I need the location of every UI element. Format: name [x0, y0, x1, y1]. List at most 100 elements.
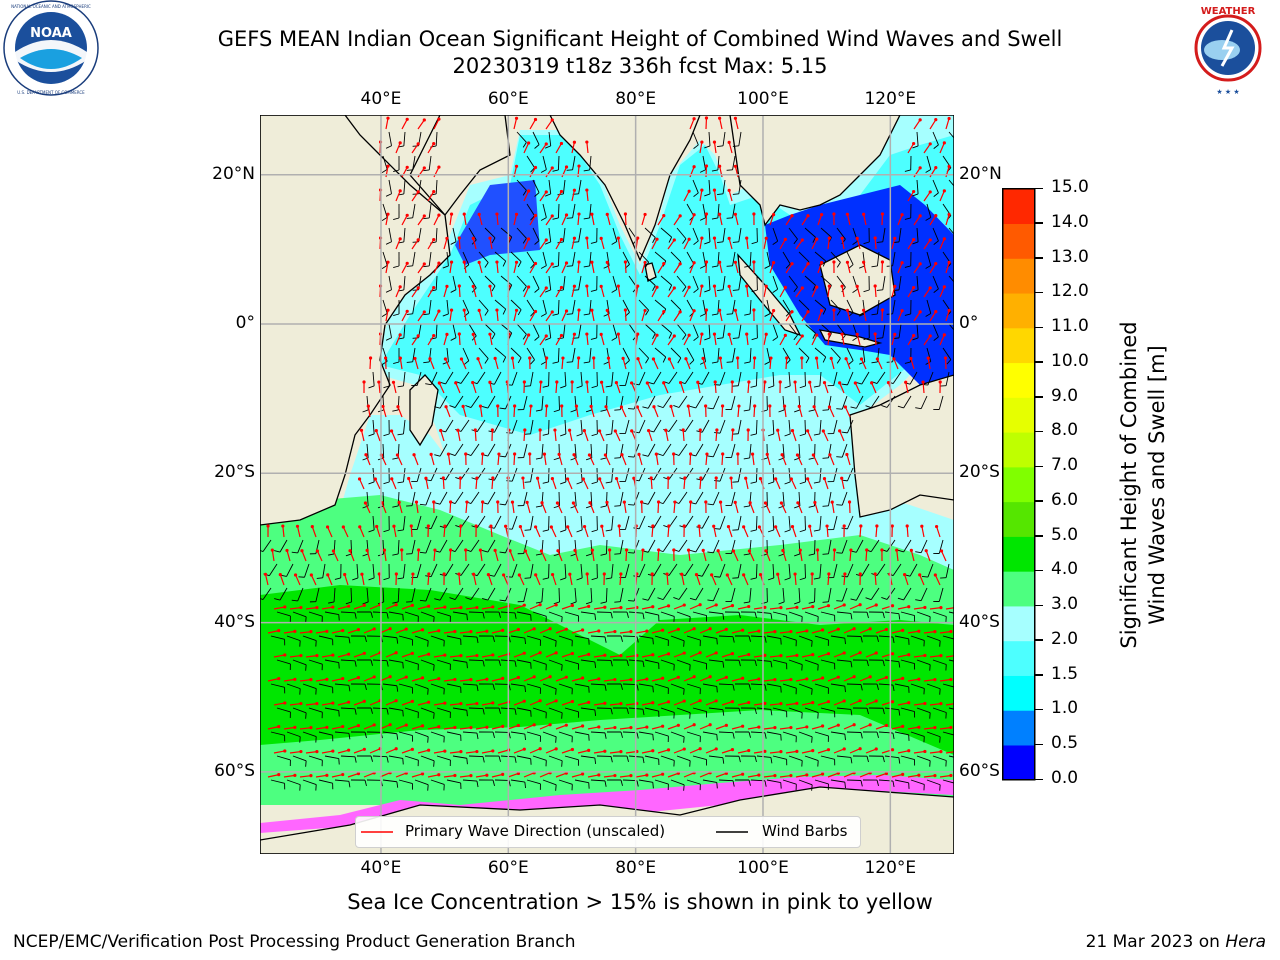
wave-arrow-head: [587, 604, 591, 608]
wind-barb: [798, 251, 810, 263]
wave-arrow-head: [471, 380, 475, 385]
wind-barb-feather: [738, 612, 741, 619]
wave-arrow-head: [712, 332, 717, 336]
wind-barb-feather: [841, 383, 848, 386]
wave-direction-arrow: [907, 678, 919, 682]
wave-arrow-head: [495, 308, 499, 312]
wave-arrow-head: [550, 214, 554, 218]
wave-direction-arrow: [617, 334, 621, 346]
wind-barb: [738, 275, 742, 290]
wave-direction-arrow: [449, 549, 452, 562]
wave-arrow-head: [590, 260, 594, 264]
wave-direction-arrow: [575, 406, 579, 418]
wave-direction-arrow: [697, 382, 701, 394]
wind-barb-feather: [392, 505, 399, 508]
wave-arrow-head: [514, 308, 519, 312]
wave-direction-arrow: [619, 631, 631, 634]
wave-arrow-head: [422, 214, 426, 218]
wind-barb: [782, 299, 791, 313]
wind-barb-feather: [370, 611, 373, 618]
wind-barb: [436, 707, 451, 713]
wind-barb: [416, 515, 422, 530]
wind-barb-feather: [383, 385, 390, 389]
wind-barb-feather: [393, 361, 400, 364]
wind-barb-feather: [881, 405, 888, 408]
wave-direction-arrow: [839, 430, 845, 442]
wind-barb: [894, 635, 909, 640]
wave-direction-arrow: [683, 286, 690, 298]
wave-arrow-head: [744, 476, 748, 480]
wave-arrow-head: [907, 653, 911, 657]
wind-barb: [766, 251, 771, 266]
wave-arrow-head: [763, 749, 767, 753]
wind-barb: [737, 467, 742, 482]
wave-direction-arrow: [785, 215, 793, 226]
wind-barb-feather: [704, 241, 711, 245]
wind-barb: [836, 707, 851, 710]
wind-barb: [564, 515, 567, 530]
wind-barb-feather: [423, 217, 430, 220]
wind-barb: [819, 563, 822, 578]
colorbar-band: [1002, 362, 1035, 398]
wave-arrow-head: [715, 428, 719, 432]
wave-arrow-head: [533, 213, 538, 218]
wave-direction-arrow: [775, 526, 781, 538]
wind-barb-feather: [555, 736, 557, 743]
wave-direction-arrow: [593, 606, 605, 610]
wind-barb: [702, 299, 707, 314]
wave-direction-arrow: [714, 381, 717, 394]
wind-barb-feather: [524, 529, 531, 531]
wind-barb: [678, 443, 688, 456]
wind-barb-feather: [412, 241, 419, 243]
wind-barb: [670, 347, 682, 359]
wind-barb: [468, 755, 484, 758]
wind-barb: [435, 275, 438, 291]
wind-barb-feather: [652, 237, 656, 244]
wind-barb-feather: [514, 708, 517, 715]
wind-barb: [297, 587, 304, 602]
wind-barb-feather: [764, 361, 771, 365]
wave-direction-arrow: [702, 358, 707, 370]
wind-barb: [692, 227, 699, 242]
wave-arrow-head: [747, 652, 751, 657]
wave-arrow-head: [613, 629, 617, 634]
wave-arrow-head: [632, 476, 636, 480]
wave-arrow-head: [909, 548, 913, 552]
wind-barb: [712, 587, 720, 601]
wind-barb: [526, 731, 541, 737]
wave-arrow-head: [564, 261, 569, 265]
wind-barb-feather: [498, 707, 501, 714]
wind-barb: [695, 491, 704, 505]
wind-barb: [782, 683, 797, 689]
wind-barb: [397, 539, 400, 555]
wave-arrow-head: [293, 773, 297, 777]
wave-direction-arrow: [923, 775, 935, 778]
wind-barb: [876, 563, 886, 576]
wave-direction-arrow: [689, 700, 701, 706]
wind-barb: [798, 731, 813, 738]
wave-arrow-head: [532, 723, 536, 727]
wave-direction-arrow: [267, 726, 279, 730]
wave-direction-arrow: [545, 311, 553, 322]
wind-barb: [462, 731, 477, 734]
wave-direction-arrow: [923, 679, 935, 682]
wind-barb: [476, 371, 486, 384]
wave-arrow-head: [705, 452, 709, 456]
wave-direction-arrow: [395, 628, 407, 634]
wind-barb-feather: [385, 145, 392, 149]
wind-barb-feather: [689, 359, 695, 365]
wave-arrow-head: [570, 699, 575, 704]
wind-barb: [731, 443, 736, 458]
wave-arrow-head: [655, 285, 659, 289]
wave-direction-arrow: [711, 574, 717, 586]
wave-arrow-head: [405, 261, 409, 265]
wave-arrow-head: [643, 260, 647, 265]
wave-arrow-head: [820, 309, 824, 313]
wind-barb: [722, 131, 726, 146]
wind-barb-feather: [364, 732, 367, 739]
wave-arrow-head: [550, 262, 554, 266]
wave-arrow-head: [855, 284, 859, 288]
wind-barb: [926, 155, 932, 170]
wind-barb: [732, 203, 736, 218]
wave-arrow-head: [588, 501, 592, 505]
